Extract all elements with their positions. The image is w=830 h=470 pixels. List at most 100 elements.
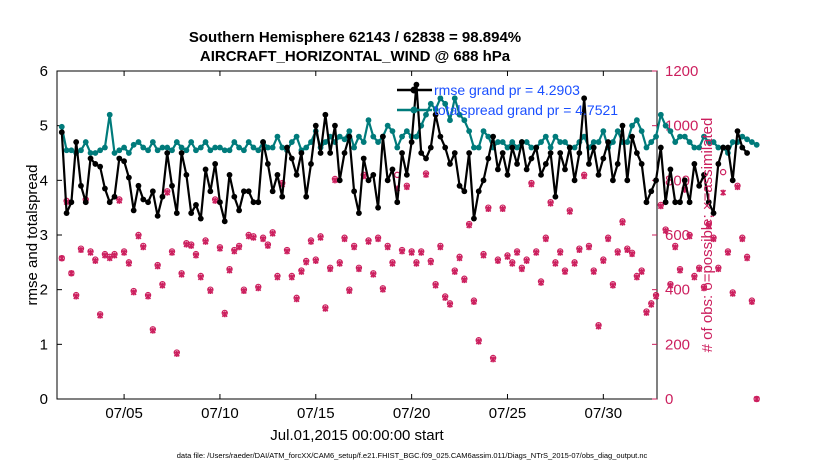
totalspread-point: [571, 144, 578, 151]
obs-assimilated-point: [566, 208, 573, 215]
totalspread-point: [255, 147, 262, 154]
obs-assimilated-point: [121, 249, 128, 256]
obs-assimilated-point: [494, 257, 501, 264]
obs-assimilated-point: [207, 288, 214, 295]
totalspread-point: [125, 150, 132, 156]
totalspread-point: [322, 139, 329, 145]
totalspread-point: [538, 139, 544, 145]
obs-assimilated-point: [461, 277, 468, 284]
rmse-point: [701, 171, 707, 178]
obs-assimilated-point: [389, 260, 396, 267]
rmse-point: [475, 188, 482, 195]
chart-subtitle: AIRCRAFT_HORIZONTAL_WIND @ 688 hPa: [200, 48, 511, 65]
rmse-point: [605, 139, 612, 145]
obs-assimilated-point: [173, 350, 180, 357]
totalspread-point: [595, 139, 602, 145]
rmse-point: [58, 129, 65, 136]
x-tick-label: 07/30: [585, 405, 623, 422]
totalspread-point: [303, 144, 310, 151]
totalspread-point: [667, 128, 674, 135]
y-right-tick-label: 1200: [665, 63, 698, 80]
obs-assimilated-point: [720, 189, 727, 196]
obs-assimilated-point: [101, 252, 108, 259]
obs-assimilated-point: [447, 301, 453, 308]
rmse-point: [451, 150, 458, 156]
rmse-point: [68, 199, 75, 206]
totalspread-point: [633, 117, 640, 124]
rmse-point: [241, 188, 247, 195]
obs-assimilated-point: [284, 248, 290, 255]
rmse-point: [466, 150, 473, 156]
obs-assimilated-point: [523, 257, 530, 264]
obs-assimilated-point: [667, 282, 674, 289]
obs-assimilated-point: [92, 257, 99, 264]
totalspread-point: [92, 150, 99, 156]
obs-assimilated-point: [135, 233, 142, 240]
totalspread-point: [657, 111, 664, 118]
y-right-tick-label: 0: [665, 391, 673, 408]
totalspread-point: [130, 141, 137, 148]
rmse-point: [226, 171, 233, 178]
rmse-point: [590, 144, 597, 151]
rmse-point: [207, 188, 214, 195]
rmse-point: [552, 193, 559, 200]
rmse-point: [264, 161, 271, 167]
rmse-point: [97, 163, 104, 170]
obs-assimilated-point: [375, 236, 382, 243]
totalspread-point: [269, 144, 276, 151]
totalspread-point: [87, 150, 94, 156]
obs-assimilated-point: [77, 247, 84, 254]
obs-assimilated-point: [221, 311, 228, 318]
rmse-point: [149, 188, 156, 195]
obs-assimilated-point: [724, 249, 731, 256]
totalspread-point: [58, 123, 65, 130]
totalspread-point: [250, 144, 257, 151]
obs-assimilated-point: [140, 244, 147, 251]
obs-assimilated-point: [533, 249, 540, 256]
rmse-point: [303, 193, 310, 200]
obs-assimilated-point: [403, 184, 410, 191]
x-tick-label: 07/10: [201, 405, 239, 422]
totalspread-point: [135, 139, 142, 145]
y-right-tick-label: 200: [665, 336, 690, 353]
obs-assimilated-point: [212, 197, 219, 204]
y-axis-label-left: rmse and totalspread: [24, 165, 41, 306]
obs-assimilated-point: [557, 249, 564, 256]
obs-assimilated-point: [576, 247, 583, 254]
obs-assimilated-point: [73, 293, 80, 300]
totalspread-point: [279, 144, 286, 151]
totalspread-point: [648, 139, 655, 145]
rmse-point: [648, 188, 655, 195]
totalspread-point: [68, 147, 75, 154]
obs-assimilated-point: [633, 274, 640, 281]
rmse-point: [499, 150, 506, 156]
totalspread-point: [384, 122, 391, 129]
rmse-point: [164, 150, 171, 156]
obs-assimilated-point: [154, 263, 161, 270]
chart-title: Southern Hemisphere 62143 / 62838 = 98.8…: [189, 29, 521, 46]
rmse-point: [557, 150, 564, 156]
obs-assimilated-point: [585, 244, 592, 251]
obs-assimilated-point: [427, 259, 434, 266]
rmse-point: [399, 150, 405, 156]
rmse-point: [734, 128, 741, 135]
obs-assimilated-point: [216, 245, 223, 252]
totalspread-point: [145, 147, 151, 154]
obs-assimilated-point: [638, 268, 645, 275]
obs-assimilated-point: [672, 244, 679, 251]
obs-assimilated-point: [293, 296, 300, 303]
rmse-point: [260, 139, 266, 145]
totalspread-point: [394, 144, 401, 151]
rmse-point: [130, 207, 137, 214]
totalspread-point: [264, 144, 271, 151]
obs-assimilated-point: [327, 266, 334, 273]
rmse-point: [293, 171, 300, 178]
obs-assimilated-point: [662, 227, 669, 234]
obs-assimilated-point: [312, 257, 319, 264]
obs-assimilated-point: [504, 253, 511, 260]
totalspread-point: [677, 133, 683, 140]
rmse-point: [518, 139, 525, 145]
obs-assimilated-point: [322, 305, 329, 312]
rmse-point: [509, 144, 516, 151]
